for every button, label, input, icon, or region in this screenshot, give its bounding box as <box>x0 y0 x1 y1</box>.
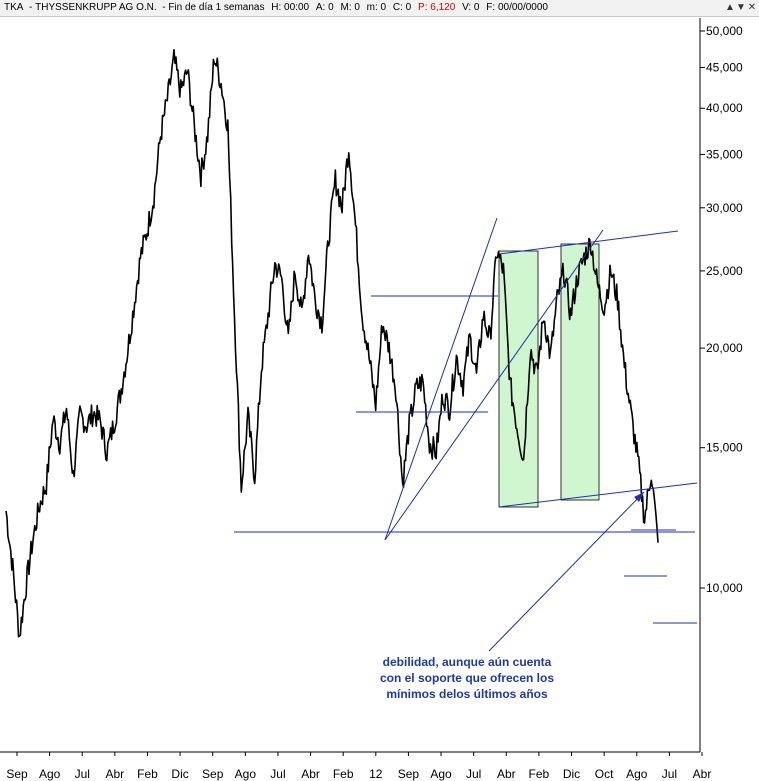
x-tick-label: Feb <box>137 767 158 781</box>
annotation: debilidad, aunque aún cuenta con el sopor… <box>380 655 554 701</box>
y-tick-label: 45,000 <box>706 60 743 74</box>
separator: - <box>159 2 169 13</box>
x-tick-label: Jul <box>466 767 481 781</box>
x-axis: Sep Ago Jul Abr Feb Dic Sep Ago Jul Abr Feb 12 Sep Ag… <box>0 751 712 781</box>
volume-readout: V: 0 <box>462 2 480 13</box>
trendline <box>384 217 498 541</box>
annotation-line: mínimos delos últimos años <box>386 687 548 701</box>
y-tick-label: 50,000 <box>706 24 743 38</box>
y-tick-label: 20,000 <box>706 341 743 355</box>
high-readout: M: 0 <box>340 2 360 13</box>
date-readout: F: 00/00/0000 <box>486 2 548 13</box>
annotation-line: debilidad, aunque aún cuenta <box>383 655 552 669</box>
separator: - <box>26 2 36 13</box>
scroll-up-icon[interactable]: ▲ <box>725 2 735 13</box>
time-readout: H: 00:00 <box>271 2 310 13</box>
y-tick-label: 30,000 <box>706 201 743 215</box>
x-tick-label: Feb <box>333 767 354 781</box>
x-tick-label: Dic <box>171 767 188 781</box>
x-tick-label: Jul <box>270 767 285 781</box>
trendline <box>498 230 679 255</box>
symbol-label: TKA <box>4 2 24 13</box>
trendline <box>498 482 698 508</box>
y-tick-label: 40,000 <box>706 101 743 115</box>
x-tick-label: Abr <box>693 767 712 781</box>
x-tick-label: Oct <box>595 767 614 781</box>
x-tick-label: Ago <box>39 767 61 781</box>
y-tick-label: 25,000 <box>706 264 743 278</box>
y-tick-label: 35,000 <box>706 147 743 161</box>
annotation-arrow <box>488 491 645 652</box>
x-tick-label: Abr <box>497 767 516 781</box>
instrument-name: THYSSENKRUPP AG O.N. <box>35 2 157 13</box>
x-tick-label: Ago <box>235 767 257 781</box>
x-tick-label: Feb <box>529 767 550 781</box>
trendlines <box>234 217 698 652</box>
scroll-down-icon[interactable]: ▼ <box>736 2 746 13</box>
x-tick-label: Jul <box>662 767 677 781</box>
y-tick-label: 15,000 <box>706 441 743 455</box>
chart-header: TKA - THYSSENKRUPP AG O.N. - Fin de día … <box>0 0 759 17</box>
arrow-head-icon <box>634 492 644 502</box>
x-tick-label: Jul <box>75 767 90 781</box>
x-tick-label: Sep <box>6 767 28 781</box>
price-series <box>5 48 659 638</box>
low-readout: m: 0 <box>366 2 387 13</box>
close-icon[interactable]: ✕ <box>747 2 757 13</box>
green-boxes <box>498 243 600 508</box>
x-tick-label: Abr <box>301 767 320 781</box>
close-readout: C: 0 <box>392 2 412 13</box>
x-tick-label: Abr <box>106 767 125 781</box>
annotation-line: con el soporte que ofrecen los <box>380 671 554 685</box>
x-tick-label: 12 <box>369 767 383 781</box>
x-tick-label: Dic <box>563 767 580 781</box>
y-axis: 50,000 45,000 40,000 35,000 30,000 25,000 20,0… <box>699 18 743 752</box>
open-readout: A: 0 <box>315 2 334 13</box>
window-buttons: ▲▼ ✕ <box>724 1 757 14</box>
x-tick-label: Ago <box>430 767 452 781</box>
x-tick-label: Sep <box>398 767 420 781</box>
trendline <box>384 229 604 541</box>
period-label: Fin de día 1 semanas <box>168 2 265 13</box>
x-tick-label: Ago <box>626 767 648 781</box>
price-readout: P: 6,120 <box>418 2 456 13</box>
price-line <box>5 48 659 638</box>
y-tick-label: 10,000 <box>706 581 743 595</box>
x-tick-label: Sep <box>202 767 224 781</box>
